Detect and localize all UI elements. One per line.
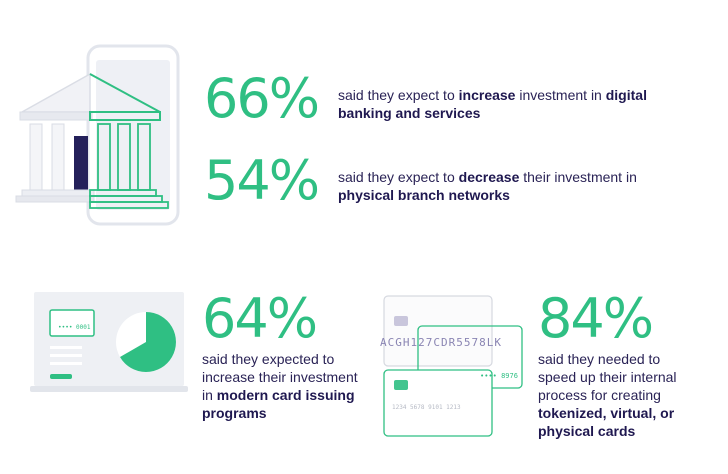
- stat-66-bold-a: increase: [458, 87, 516, 103]
- stat-84-description: said they needed to speed up their inter…: [538, 350, 698, 440]
- stat-54-description: said they expect to decrease their inves…: [338, 168, 678, 204]
- cards-illustration: [383, 295, 523, 437]
- stat-84-bold-a: tokenized, virtual, or physical cards: [538, 405, 675, 439]
- card-number-bottom: 1234 5678 9101 1213: [392, 404, 461, 411]
- stat-66-text-a: said they expect to: [338, 87, 459, 103]
- laptop-chart-illustration: [30, 292, 188, 392]
- stat-66-bold-b: digital banking and services: [338, 87, 647, 121]
- bank-phone-illustration: [15, 44, 180, 226]
- stat-66-text-b: investment in: [515, 87, 606, 103]
- stat-54-value: 54%: [204, 149, 320, 212]
- stat-84-text-a: said they needed to speed up their inter…: [538, 351, 677, 403]
- stat-64-bold-a: modern card issuing programs: [202, 387, 355, 421]
- stat-54-bold-a: decrease: [458, 169, 520, 185]
- stat-64-description: said they expected to increase their inv…: [202, 350, 362, 422]
- laptop-card-number: •••• 0001: [58, 324, 91, 331]
- stat-64-value: 64%: [202, 287, 318, 350]
- card-number-main: ACGH127CDR5578LK: [380, 336, 502, 349]
- card-number-right: •••• 8976: [480, 372, 518, 380]
- stat-54-text-b: their investment in: [519, 169, 637, 185]
- stat-64-text-a: said they expected to increase their inv…: [202, 351, 358, 403]
- stat-66-description: said they expect to increase investment …: [338, 86, 698, 122]
- stat-54-bold-b: physical branch networks: [338, 187, 510, 203]
- stat-54-text-a: said they expect to: [338, 169, 459, 185]
- stat-84-value: 84%: [538, 287, 654, 350]
- stat-66-value: 66%: [204, 67, 320, 130]
